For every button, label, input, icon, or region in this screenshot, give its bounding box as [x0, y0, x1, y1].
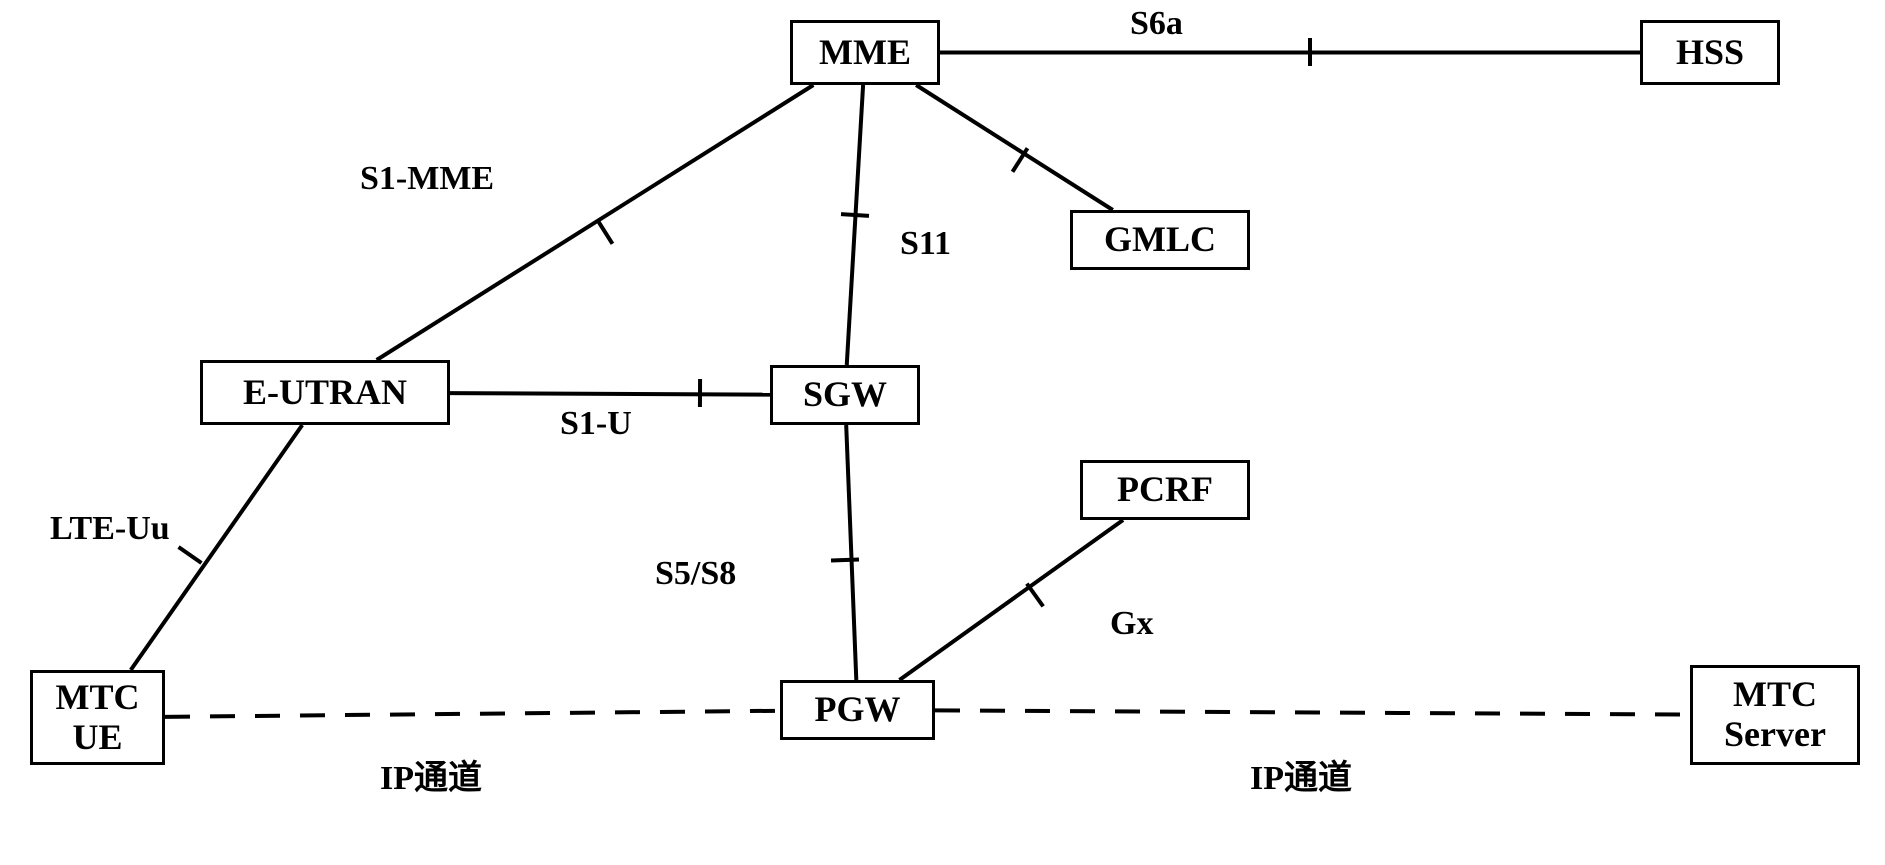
node-mme: MME — [790, 20, 940, 85]
node-hss: HSS — [1640, 20, 1780, 85]
edge-label-mme-sgw: S11 — [900, 225, 951, 263]
edge-label-eutran-sgw: S1-U — [560, 405, 632, 443]
edge-label-mtcue-pgw: IP通道 — [380, 750, 482, 799]
edge-label-eutran-mtcue: LTE-Uu — [50, 510, 170, 548]
edge-label-pgw-mtcsrv: IP通道 — [1250, 750, 1352, 799]
diagram-edges — [0, 0, 1885, 865]
edge-label-sgw-pgw: S5/S8 — [655, 555, 736, 593]
node-pcrf: PCRF — [1080, 460, 1250, 520]
node-mtcue: MTC UE — [30, 670, 165, 765]
edge-label-mme-eutran: S1-MME — [360, 160, 494, 198]
node-pgw: PGW — [780, 680, 935, 740]
node-eutran: E-UTRAN — [200, 360, 450, 425]
node-mtcsrv: MTC Server — [1690, 665, 1860, 765]
node-gmlc: GMLC — [1070, 210, 1250, 270]
edge-label-mme-hss: S6a — [1130, 5, 1183, 43]
edge-label-pgw-pcrf: Gx — [1110, 605, 1153, 643]
node-sgw: SGW — [770, 365, 920, 425]
